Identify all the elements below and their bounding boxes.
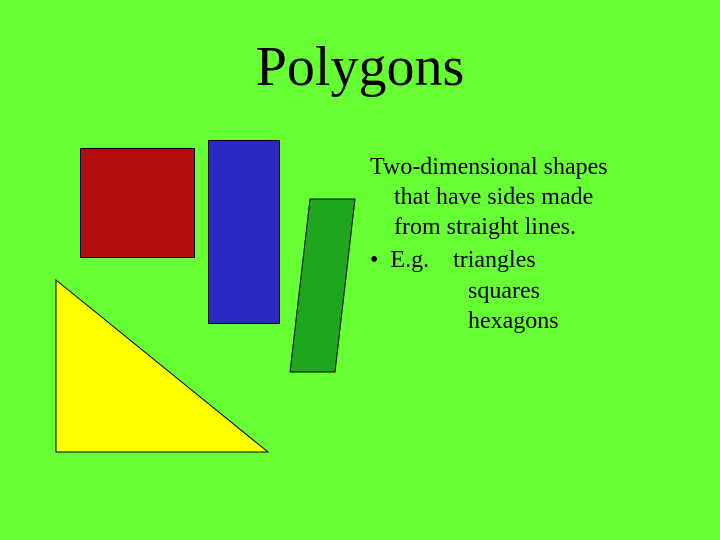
bullet-label: E.g. <box>390 247 429 273</box>
example-item-1: squares <box>468 276 688 306</box>
definition-line-3: from straight lines. <box>370 212 690 242</box>
example-list: squares hexagons <box>468 276 688 336</box>
example-item-0: triangles <box>453 247 536 273</box>
example-item-2: hexagons <box>468 306 688 336</box>
definition-line-2: that have sides made <box>370 182 690 212</box>
example-bullet: • E.g. triangles <box>370 245 690 275</box>
definition-line-1: Two-dimensional shapes <box>370 152 690 182</box>
bullet-marker: • <box>370 247 378 273</box>
definition-text: Two-dimensional shapes that have sides m… <box>370 152 690 242</box>
